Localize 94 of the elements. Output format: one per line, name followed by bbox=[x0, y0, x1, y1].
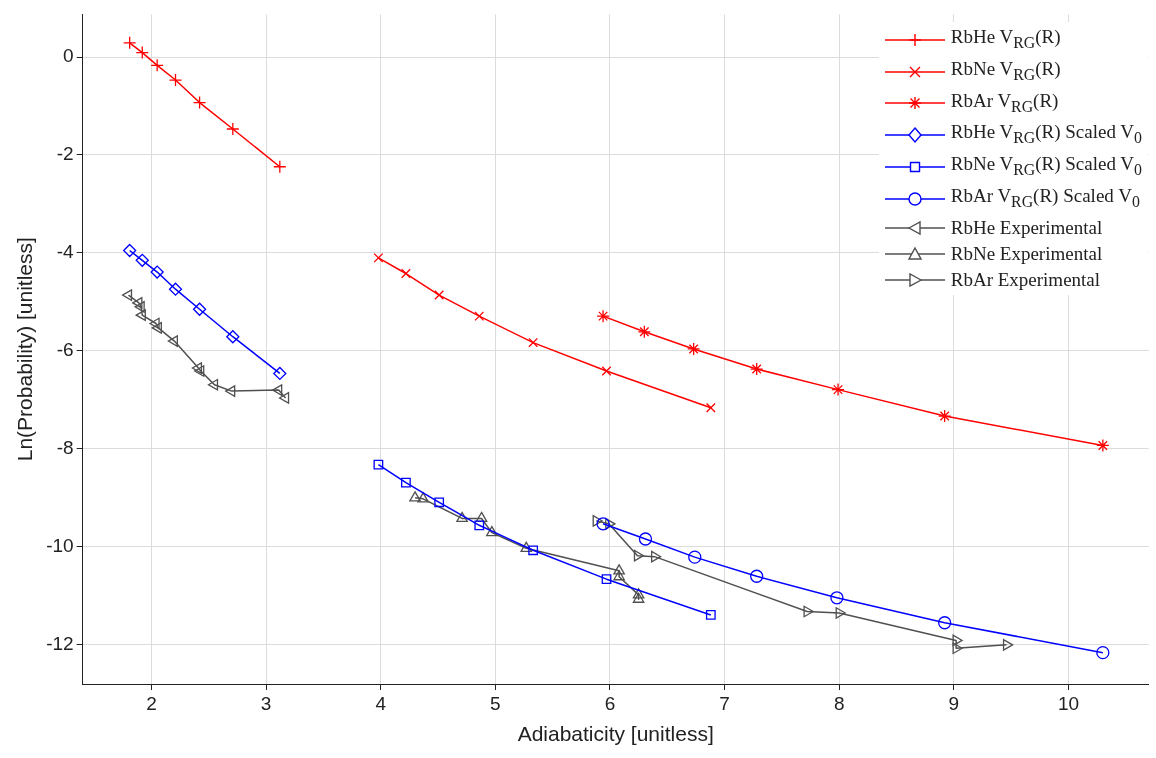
point bbox=[474, 520, 485, 531]
legend-label: RbAr V$_{RG}$(R) bbox=[950, 88, 1059, 117]
point bbox=[613, 564, 625, 575]
x-tick-label: 5 bbox=[490, 692, 501, 714]
point bbox=[207, 378, 219, 391]
point bbox=[705, 610, 716, 620]
point bbox=[150, 265, 164, 279]
point bbox=[601, 574, 612, 585]
point bbox=[134, 300, 145, 313]
point bbox=[167, 335, 179, 347]
point bbox=[632, 592, 645, 603]
legend-label: RbNe V$_{RG}$(R) bbox=[950, 56, 1061, 85]
y-tick-label: -6 bbox=[56, 339, 74, 361]
point bbox=[456, 511, 468, 523]
point bbox=[528, 545, 539, 556]
point bbox=[401, 268, 411, 279]
point bbox=[952, 634, 963, 647]
point bbox=[601, 366, 612, 376]
y-tick-label: 0 bbox=[63, 45, 74, 67]
point bbox=[401, 477, 411, 488]
legend-label: RbNe Experimental bbox=[950, 241, 1103, 266]
point bbox=[434, 497, 445, 508]
legend-label: RbHe Experimental bbox=[950, 215, 1103, 240]
point bbox=[835, 607, 846, 619]
point bbox=[434, 290, 445, 300]
legend-label: RbAr Experimental bbox=[950, 267, 1101, 292]
point bbox=[592, 515, 603, 527]
point bbox=[486, 525, 498, 537]
y-tick-label: -12 bbox=[46, 633, 74, 655]
point bbox=[1096, 438, 1110, 453]
x-tick-label: 2 bbox=[146, 692, 157, 714]
point bbox=[1002, 638, 1014, 651]
point bbox=[633, 549, 645, 562]
point bbox=[151, 322, 162, 334]
point bbox=[135, 253, 149, 267]
point bbox=[278, 392, 290, 404]
legend-label: RbHe V$_{RG}$(R) bbox=[950, 25, 1061, 53]
point bbox=[705, 402, 716, 413]
point bbox=[149, 317, 160, 330]
point bbox=[632, 588, 645, 599]
point bbox=[605, 517, 616, 530]
point bbox=[273, 366, 287, 381]
point bbox=[520, 541, 533, 552]
point bbox=[688, 550, 702, 564]
point bbox=[409, 491, 421, 502]
point bbox=[638, 532, 653, 546]
point bbox=[192, 302, 207, 316]
point bbox=[132, 297, 143, 309]
point bbox=[272, 384, 283, 396]
point bbox=[192, 95, 207, 110]
point bbox=[613, 570, 625, 581]
point bbox=[226, 330, 240, 344]
x-tick-label: 10 bbox=[1057, 692, 1080, 714]
legend-label: RbAr V$_{RG}$(R) Scaled V$_{0}$ bbox=[950, 184, 1140, 212]
x-tick-label: 7 bbox=[719, 692, 730, 714]
point bbox=[831, 382, 845, 397]
point bbox=[830, 591, 844, 605]
point bbox=[373, 252, 384, 263]
x-tick-label: 4 bbox=[375, 692, 387, 714]
point bbox=[123, 243, 137, 258]
y-tick-label: -8 bbox=[56, 437, 74, 459]
point bbox=[750, 362, 764, 376]
point bbox=[475, 511, 488, 523]
legend-label: RbNe V$_{RG}$(R) Scaled V$_{0}$ bbox=[950, 152, 1142, 180]
point bbox=[168, 282, 183, 296]
x-tick-label: 9 bbox=[948, 692, 960, 714]
x-tick-label: 8 bbox=[833, 692, 845, 714]
point bbox=[121, 289, 133, 301]
y-tick-label: -2 bbox=[56, 143, 74, 165]
point bbox=[938, 616, 952, 630]
legend-label: RbHe V$_{RG}$(R) Scaled V$_{0}$ bbox=[950, 120, 1142, 149]
point bbox=[952, 642, 963, 655]
point bbox=[225, 385, 236, 397]
point bbox=[651, 550, 662, 563]
y-tick-label: -10 bbox=[46, 535, 74, 557]
x-tick-label: 3 bbox=[260, 692, 272, 714]
point bbox=[938, 409, 952, 423]
point bbox=[1096, 646, 1110, 660]
point bbox=[474, 311, 485, 322]
point bbox=[596, 517, 610, 531]
point bbox=[750, 569, 764, 583]
point bbox=[803, 605, 814, 618]
point bbox=[135, 309, 146, 321]
y-tick-label: -4 bbox=[56, 241, 75, 263]
x-tick-label: 6 bbox=[604, 692, 616, 714]
x-axis-title: Adiabaticity [unitless] bbox=[517, 722, 714, 746]
y-axis-title: Ln(Probability) [unitless] bbox=[13, 237, 37, 462]
point bbox=[373, 459, 384, 470]
point bbox=[596, 309, 610, 323]
point bbox=[417, 492, 429, 503]
point bbox=[686, 342, 701, 356]
point bbox=[637, 325, 651, 339]
point bbox=[528, 337, 539, 348]
point bbox=[168, 73, 183, 87]
